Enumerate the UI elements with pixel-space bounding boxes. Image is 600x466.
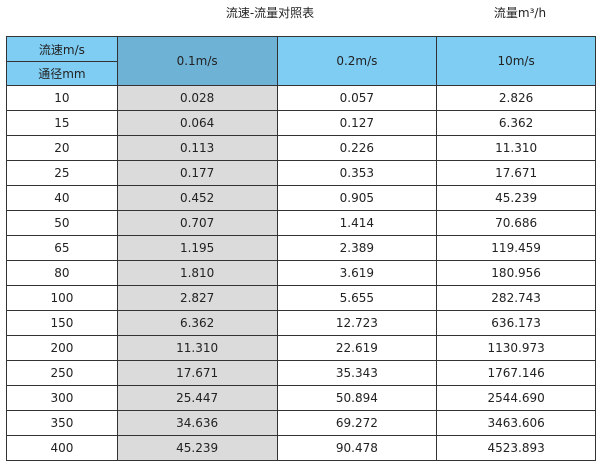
table-row: 150 6.362 12.723 636.173	[6, 310, 596, 336]
diameter-cell: 10	[6, 85, 118, 111]
flow-10-cell: 70.686	[436, 210, 596, 236]
flow-0.2-cell: 35.343	[276, 360, 438, 386]
flow-10-cell: 180.956	[436, 260, 596, 286]
unit-label: 流量m³/h	[493, 6, 547, 20]
flow-0.1-cell: 25.447	[116, 385, 278, 411]
flow-0.1-cell: 17.671	[116, 360, 278, 386]
diameter-cell: 200	[6, 335, 118, 361]
diameter-cell: 350	[6, 410, 118, 436]
flow-0.2-cell: 90.478	[276, 435, 438, 461]
diameter-cell: 25	[6, 160, 118, 186]
flow-0.1-cell: 45.239	[116, 435, 278, 461]
flow-rate-table: 流速m/s 0.1m/s 0.2m/s 10m/s 通径mm 10 0.028 0.…	[6, 36, 596, 461]
flow-0.2-cell: 0.353	[276, 160, 438, 186]
column-header-10: 10m/s	[436, 36, 596, 86]
flow-0.2-cell: 1.414	[276, 210, 438, 236]
diameter-cell: 40	[6, 185, 118, 211]
table-row: 65 1.195 2.389 119.459	[6, 235, 596, 261]
table-row: 25 0.177 0.353 17.671	[6, 160, 596, 186]
diameter-cell: 80	[6, 260, 118, 286]
flow-0.2-cell: 0.226	[276, 135, 438, 161]
flow-0.2-cell: 50.894	[276, 385, 438, 411]
flow-10-cell: 636.173	[436, 310, 596, 336]
flow-10-cell: 17.671	[436, 160, 596, 186]
diameter-cell: 150	[6, 310, 118, 336]
table-row: 80 1.810 3.619 180.956	[6, 260, 596, 286]
flow-10-cell: 1767.146	[436, 360, 596, 386]
flow-0.1-cell: 0.707	[116, 210, 278, 236]
flow-0.1-cell: 11.310	[116, 335, 278, 361]
flow-10-cell: 3463.606	[436, 410, 596, 436]
flow-0.2-cell: 69.272	[276, 410, 438, 436]
table-title: 流速-流量对照表	[225, 6, 315, 20]
flow-0.2-cell: 0.127	[276, 110, 438, 136]
flow-0.1-cell: 34.636	[116, 410, 278, 436]
flow-0.2-cell: 5.655	[276, 285, 438, 311]
table-body: 10 0.028 0.057 2.826 15 0.064 0.127 6.362 20 0.11…	[6, 85, 596, 461]
flow-0.2-cell: 0.057	[276, 85, 438, 111]
flow-0.2-cell: 22.619	[276, 335, 438, 361]
flow-10-cell: 4523.893	[436, 435, 596, 461]
table-row: 100 2.827 5.655 282.743	[6, 285, 596, 311]
table-row: 15 0.064 0.127 6.362	[6, 110, 596, 136]
table-row: 200 11.310 22.619 1130.973	[6, 335, 596, 361]
diameter-header: 通径mm	[6, 61, 118, 86]
table-row: 250 17.671 35.343 1767.146	[6, 360, 596, 386]
diameter-cell: 250	[6, 360, 118, 386]
flow-10-cell: 11.310	[436, 135, 596, 161]
diameter-cell: 300	[6, 385, 118, 411]
flow-0.1-cell: 0.028	[116, 85, 278, 111]
flow-0.1-cell: 6.362	[116, 310, 278, 336]
table-row: 20 0.113 0.226 11.310	[6, 135, 596, 161]
diameter-cell: 65	[6, 235, 118, 261]
flow-0.1-cell: 0.113	[116, 135, 278, 161]
table-row: 10 0.028 0.057 2.826	[6, 85, 596, 111]
flow-0.2-cell: 12.723	[276, 310, 438, 336]
flow-0.2-cell: 3.619	[276, 260, 438, 286]
velocity-header: 流速m/s	[6, 36, 118, 62]
diameter-cell: 100	[6, 285, 118, 311]
diameter-cell: 15	[6, 110, 118, 136]
table-row: 50 0.707 1.414 70.686	[6, 210, 596, 236]
table-row: 40 0.452 0.905 45.239	[6, 185, 596, 211]
table-row: 300 25.447 50.894 2544.690	[6, 385, 596, 411]
flow-0.2-cell: 2.389	[276, 235, 438, 261]
diameter-cell: 50	[6, 210, 118, 236]
diameter-cell: 400	[6, 435, 118, 461]
column-header-0.1: 0.1m/s	[116, 36, 278, 86]
flow-0.2-cell: 0.905	[276, 185, 438, 211]
flow-10-cell: 2544.690	[436, 385, 596, 411]
diameter-cell: 20	[6, 135, 118, 161]
flow-0.1-cell: 0.452	[116, 185, 278, 211]
table-row: 400 45.239 90.478 4523.893	[6, 435, 596, 461]
flow-10-cell: 2.826	[436, 85, 596, 111]
flow-10-cell: 282.743	[436, 285, 596, 311]
flow-0.1-cell: 0.177	[116, 160, 278, 186]
flow-0.1-cell: 0.064	[116, 110, 278, 136]
flow-10-cell: 45.239	[436, 185, 596, 211]
table-row: 350 34.636 69.272 3463.606	[6, 410, 596, 436]
flow-10-cell: 6.362	[436, 110, 596, 136]
flow-0.1-cell: 1.195	[116, 235, 278, 261]
flow-10-cell: 119.459	[436, 235, 596, 261]
flow-0.1-cell: 1.810	[116, 260, 278, 286]
flow-0.1-cell: 2.827	[116, 285, 278, 311]
flow-10-cell: 1130.973	[436, 335, 596, 361]
column-header-0.2: 0.2m/s	[276, 36, 438, 86]
